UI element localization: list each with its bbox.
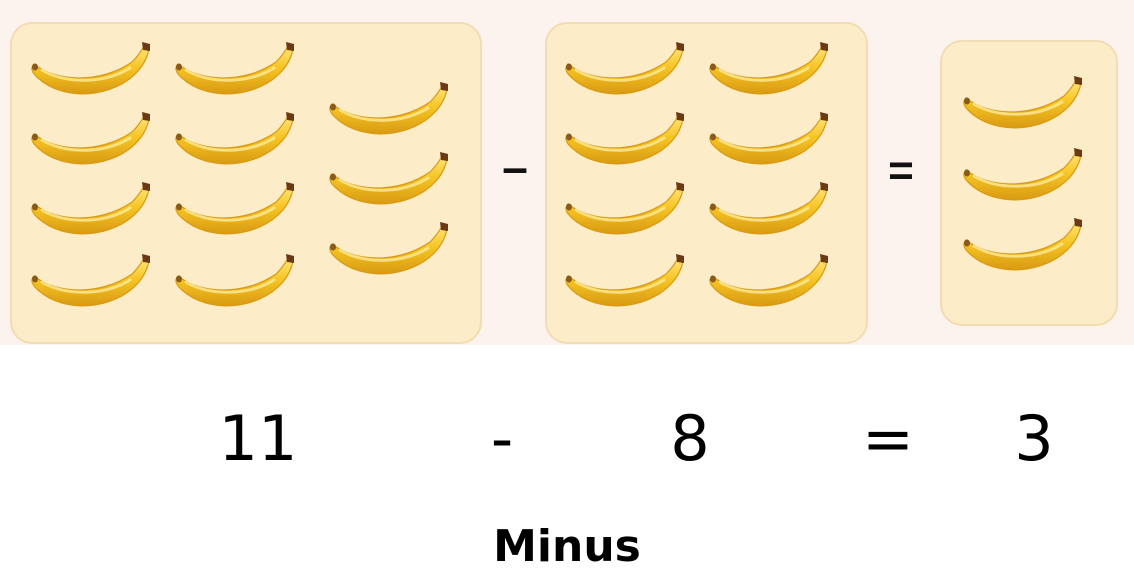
banana-icon xyxy=(706,108,830,172)
banana-icon xyxy=(960,72,1084,136)
banana-icon xyxy=(562,108,686,172)
equals-symbol: = xyxy=(862,402,914,475)
banana-icon xyxy=(326,218,450,282)
banana-icon xyxy=(562,250,686,314)
banana-icon xyxy=(172,108,296,172)
banana-icon xyxy=(28,38,152,102)
banana-icon xyxy=(28,250,152,314)
banana-icon xyxy=(28,178,152,242)
minuend-number: 11 xyxy=(218,402,298,475)
caption-title: Minus xyxy=(493,521,641,572)
banana-icon xyxy=(326,148,450,212)
banana-icon xyxy=(172,178,296,242)
banana-icon xyxy=(172,38,296,102)
banana-icon xyxy=(326,78,450,142)
banana-icon xyxy=(960,214,1084,278)
minus-sign: – xyxy=(502,141,528,193)
banana-icon xyxy=(562,38,686,102)
banana-icon xyxy=(960,144,1084,208)
equals-sign: = xyxy=(888,146,914,195)
minus-symbol: - xyxy=(490,402,514,475)
banana-icon xyxy=(172,250,296,314)
banana-icon xyxy=(706,38,830,102)
banana-icon xyxy=(28,108,152,172)
difference-number: 3 xyxy=(1014,402,1054,475)
banana-icon xyxy=(562,178,686,242)
banana-icon xyxy=(706,178,830,242)
subtrahend-number: 8 xyxy=(670,402,710,475)
banana-icon xyxy=(706,250,830,314)
